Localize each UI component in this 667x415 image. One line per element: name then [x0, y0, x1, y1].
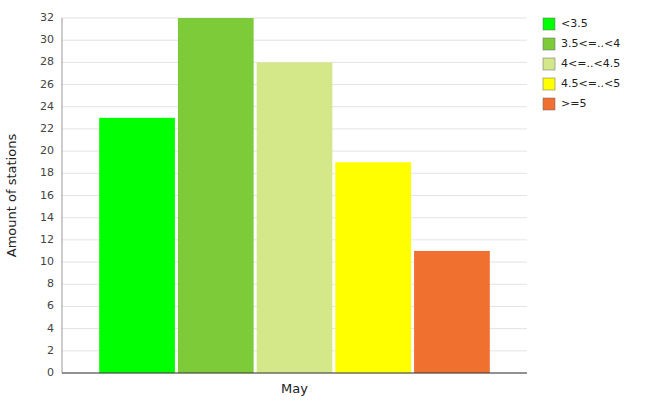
- y-tick-label: 8: [47, 277, 54, 290]
- chart: 02468101214161820222426283032Amount of s…: [0, 0, 667, 415]
- legend-swatch: [543, 98, 555, 110]
- legend: <3.5 3.5<=..<4 4<=..<4.5 4.5<=..<5 >=5: [543, 17, 620, 110]
- bar: [414, 251, 490, 373]
- y-tick-label: 30: [40, 33, 54, 46]
- x-axis: May: [62, 373, 527, 396]
- y-tick-label: 26: [40, 78, 54, 91]
- bar: [178, 18, 254, 373]
- y-tick-label: 2: [47, 344, 54, 357]
- x-axis-line: [62, 373, 527, 374]
- bar: [257, 62, 333, 373]
- legend-swatch: [543, 38, 555, 50]
- grid-line: [62, 373, 527, 374]
- y-tick-label: 4: [47, 322, 54, 335]
- y-tick-label: 12: [40, 233, 54, 246]
- y-tick-label: 18: [40, 166, 54, 179]
- bar: [99, 118, 175, 373]
- y-tick-label: 22: [40, 122, 54, 135]
- y-tick-label: 14: [40, 211, 54, 224]
- bars: [99, 18, 490, 373]
- y-tick-label: 20: [40, 144, 54, 157]
- y-tick-label: 0: [47, 366, 54, 379]
- legend-label: >=5: [561, 97, 586, 110]
- y-tick-label: 24: [40, 100, 54, 113]
- y-tick-label: 6: [47, 299, 54, 312]
- y-tick-label: 28: [40, 55, 54, 68]
- y-tick-label: 32: [40, 11, 54, 24]
- grid-line: [62, 40, 527, 41]
- legend-label: 4<=..<4.5: [561, 57, 620, 70]
- y-axis: 02468101214161820222426283032: [40, 11, 62, 379]
- grid-line: [62, 18, 527, 19]
- y-tick-label: 16: [40, 189, 54, 202]
- x-tick-label: May: [281, 381, 308, 396]
- y-axis-line: [62, 18, 63, 373]
- legend-swatch: [543, 18, 555, 30]
- legend-swatch: [543, 78, 555, 90]
- legend-label: 3.5<=..<4: [561, 37, 620, 50]
- y-tick-label: 10: [40, 255, 54, 268]
- legend-label: <3.5: [561, 17, 588, 30]
- grid: [62, 18, 527, 373]
- y-axis-label: Amount of stations: [4, 134, 19, 258]
- legend-label: 4.5<=..<5: [561, 77, 620, 90]
- legend-swatch: [543, 58, 555, 70]
- bar: [335, 162, 411, 373]
